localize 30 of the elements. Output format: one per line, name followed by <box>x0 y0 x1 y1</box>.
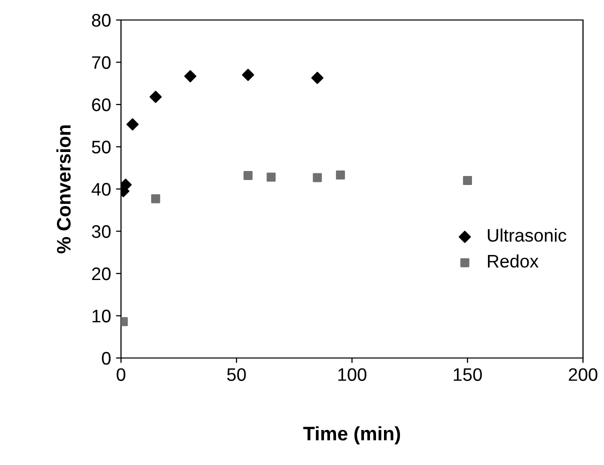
point <box>244 170 253 180</box>
y-tick-label: 80 <box>92 14 111 27</box>
x-axis-title: Time (min) <box>303 426 400 444</box>
point <box>150 90 162 103</box>
y-tick-label: 30 <box>92 225 111 238</box>
x-tick-label: 150 <box>454 368 482 381</box>
y-tick-label: 20 <box>92 267 111 280</box>
point <box>242 68 254 81</box>
y-tick-label: 60 <box>92 98 111 112</box>
y-tick-label: 0 <box>102 352 111 365</box>
point <box>336 170 345 180</box>
point <box>184 70 196 82</box>
y-tick-label: 40 <box>92 182 111 196</box>
point <box>311 72 324 84</box>
legend-label: Redox <box>488 254 538 268</box>
x-tick-label: 50 <box>227 368 246 381</box>
y-tick-label: 50 <box>92 140 111 154</box>
point <box>266 172 276 182</box>
point <box>312 173 322 182</box>
point <box>151 194 160 204</box>
point <box>121 178 132 191</box>
y-tick-label: 10 <box>92 310 111 322</box>
point <box>126 118 139 130</box>
y-axis-title: % Conversion <box>56 125 71 254</box>
x-tick-label: 200 <box>568 368 598 381</box>
x-tick-label: 0 <box>116 368 126 381</box>
x-tick-label: 100 <box>338 368 366 381</box>
point <box>463 176 472 186</box>
legend-label: Ultrasonic <box>488 228 566 242</box>
y-tick-label: 70 <box>92 56 111 69</box>
